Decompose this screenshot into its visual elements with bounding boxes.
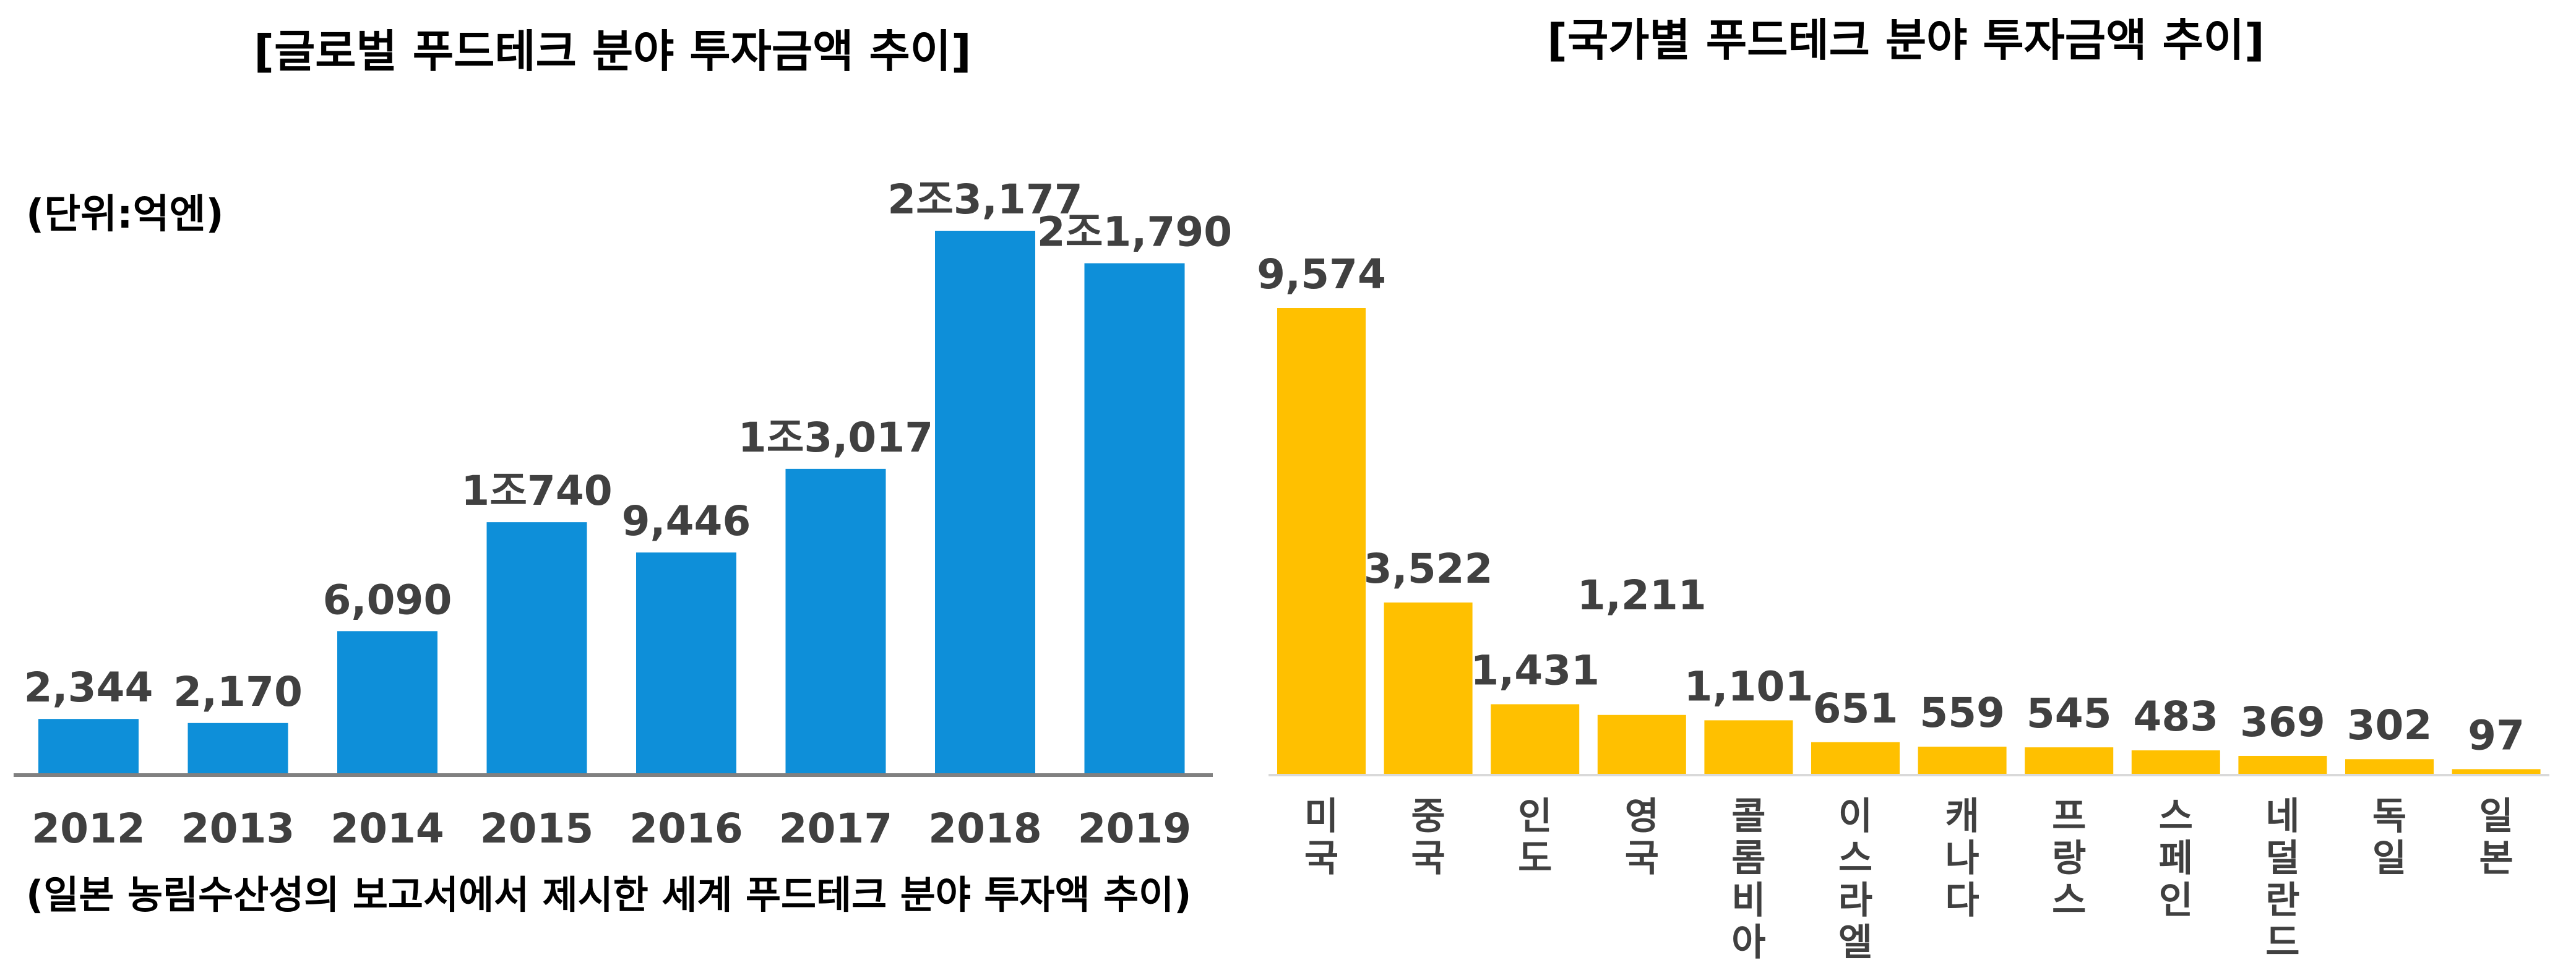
data-label-독일: 302 xyxy=(2347,701,2432,749)
data-label-일본: 97 xyxy=(2468,711,2525,759)
bar-미국 xyxy=(1277,308,1366,774)
x-tick-2015: 2015 xyxy=(480,805,594,852)
data-label-스페인: 483 xyxy=(2133,693,2218,740)
bar-캐나다 xyxy=(1918,747,2007,774)
bar-2017 xyxy=(785,468,886,774)
data-label-2017: 1조3,017 xyxy=(738,414,933,461)
bar-일본 xyxy=(2452,769,2541,774)
global-chart-source-note: (일본 농림수산성의 보고서에서 제시한 세계 푸드테크 분야 투자액 추이) xyxy=(26,872,1192,917)
data-label-인도: 1,431 xyxy=(1470,646,1600,694)
data-label-2012: 2,344 xyxy=(24,664,153,711)
bar-이스라엘 xyxy=(1811,742,1900,774)
data-label-2018: 2조3,177 xyxy=(887,176,1082,223)
country-chart-title: [국가별 푸드테크 분야 투자금액 추이] xyxy=(1547,14,2265,66)
x-tick-2018: 2018 xyxy=(928,805,1042,852)
x-tick-2016: 2016 xyxy=(629,805,743,852)
country-chart-bars: 9,574 미 국 3,522 중 국 1,431 인 도 1,211 영 국 1,101 콜 롬 비 아 651… xyxy=(1257,251,2541,964)
data-label-2019: 2조1,790 xyxy=(1037,208,1232,256)
bar-2016 xyxy=(636,552,736,774)
global-chart-bars: 2,344 2012 2,170 2013 6,090 2014 1조740 2015 9,44… xyxy=(24,176,1233,852)
bar-2018 xyxy=(935,231,1035,774)
x-tick-2013: 2013 xyxy=(181,805,295,852)
bar-2019 xyxy=(1084,263,1185,774)
bar-독일 xyxy=(2345,759,2434,774)
data-label-이스라엘: 651 xyxy=(1813,685,1898,732)
bar-콜롬비아 xyxy=(1704,720,1793,774)
data-label-2016: 9,446 xyxy=(622,497,751,545)
data-label-미국: 9,574 xyxy=(1257,251,1386,298)
data-label-콜롬비아: 1,101 xyxy=(1684,663,1814,710)
bar-2015 xyxy=(486,522,587,774)
bar-중국 xyxy=(1384,602,1473,774)
bar-2014 xyxy=(337,631,437,774)
data-label-2015: 1조740 xyxy=(461,467,612,515)
bar-2012 xyxy=(38,719,139,774)
bar-2013 xyxy=(187,723,288,774)
x-tick-2017: 2017 xyxy=(779,805,893,852)
data-label-2013: 2,170 xyxy=(173,668,303,716)
x-tick-2014: 2014 xyxy=(330,805,444,852)
x-tick-2019: 2019 xyxy=(1078,805,1192,852)
global-chart-unit-label: (단위:억엔) xyxy=(26,192,224,238)
x-tick-2012: 2012 xyxy=(32,805,145,852)
bar-인도 xyxy=(1491,704,1580,774)
global-chart-title: [글로벌 푸드테크 분야 투자금액 추이] xyxy=(254,25,971,77)
data-label-영국: 1,211 xyxy=(1577,572,1707,619)
data-label-2014: 6,090 xyxy=(323,576,452,624)
data-label-네덜란드: 369 xyxy=(2240,698,2325,746)
bar-네덜란드 xyxy=(2238,755,2327,774)
data-label-프랑스: 545 xyxy=(2027,690,2112,737)
bar-스페인 xyxy=(2131,750,2220,774)
bar-영국 xyxy=(1597,714,1686,774)
data-label-캐나다: 559 xyxy=(1919,689,2005,737)
bar-프랑스 xyxy=(2025,747,2114,774)
data-label-중국: 3,522 xyxy=(1364,545,1493,593)
